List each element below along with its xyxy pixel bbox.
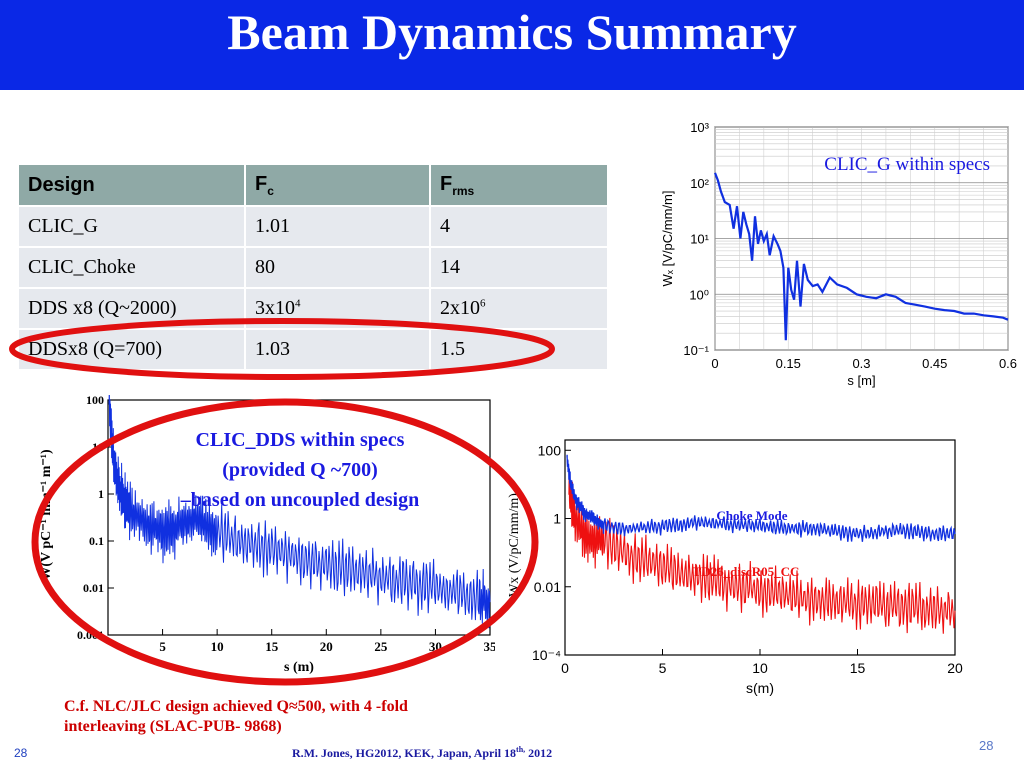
cell-frms: 4 (429, 205, 609, 248)
plot-frame (564, 439, 956, 656)
nlc-note: C.f. NLC/JLC design achieved Q≈500, with… (64, 697, 408, 737)
x-tick-label: 0.3 (852, 356, 870, 371)
y-axis-label: W(V pC⁻¹ mm⁻¹ m⁻¹) (39, 449, 54, 581)
footer-page-left: 28 (14, 746, 28, 760)
highlight-ellipse-table (9, 318, 555, 380)
x-tick-label: 25 (374, 639, 388, 654)
x-tick-label: 0.45 (922, 356, 947, 371)
table-row: CLIC_Choke 80 14 (17, 246, 609, 289)
cell-fc: 1.03 (244, 328, 431, 371)
y-tick-label: 10⁻⁴ (532, 647, 561, 663)
cell-design: CLIC_Choke (17, 246, 246, 289)
x-tick-label: 0.15 (776, 356, 801, 371)
cell-frms: 14 (429, 246, 609, 289)
x-tick-label: 10 (211, 639, 224, 654)
table-header-row: Design Fc Frms (17, 163, 609, 207)
dds-annotation-line1: CLIC_DDS within specs (195, 429, 405, 451)
x-tick-label: 0 (561, 660, 569, 676)
y-tick-label: 1 (553, 511, 561, 527)
x-tick-label: 5 (659, 660, 667, 676)
y-tick-label: 10¹ (690, 232, 709, 247)
y-tick-label: 10⁰ (689, 287, 709, 302)
dds-annotation-line2: (provided Q ~700) (222, 459, 378, 481)
wake-series-line (713, 172, 1009, 341)
clic-g-wakefield-chart: 10⁻¹ 10⁰ 10¹ 10² 10³ 0 0.15 0.3 0.45 0.6 s [m] Wₓ [… (660, 120, 1017, 388)
x-tick-label: 20 (320, 639, 333, 654)
y-axis-label: Wₓ [V/pC/mm/m] (660, 191, 675, 287)
wake-series-line (108, 395, 491, 629)
x-tick-label: 5 (159, 639, 166, 654)
y-tick-label: 10³ (690, 120, 709, 135)
series-label-choke: Choke Mode (716, 508, 787, 523)
dds-annotation: CLIC_DDS within specs (provided Q ~700) … (140, 425, 460, 515)
dds-annotation-line3: –based on uncoupled design (180, 489, 420, 511)
cell-fc: 1.01 (244, 205, 431, 248)
choke-wakefield-chart: 10⁻⁴ 0.01 1 100 0 5 10 15 20 s(m) Wx (V/pC/mm/m) Ch… (507, 439, 963, 696)
header-frms: Frms (429, 163, 609, 207)
y-tick-label: 10⁻¹ (683, 343, 709, 358)
x-tick-label: 15 (265, 639, 279, 654)
x-axis-label: s [m] (847, 373, 875, 388)
design-table: Design Fc Frms CLIC_G 1.01 4 CLIC_Choke … (17, 163, 609, 371)
series-label-td26: TD26_discR05_CC (693, 564, 800, 579)
table-row: CLIC_G 1.01 4 (17, 205, 609, 248)
x-tick-label: 0 (711, 356, 718, 371)
choke-series-line (566, 454, 956, 542)
nlc-note-line1: C.f. NLC/JLC design achieved Q≈500, with… (64, 698, 408, 715)
td26-series-line (568, 469, 956, 634)
x-tick-label: 20 (947, 660, 963, 676)
footer-citation: R.M. Jones, HG2012, KEK, Japan, April 18… (292, 745, 553, 760)
y-axis-label: Wx (V/pC/mm/m) (507, 493, 522, 597)
x-tick-label: 10 (752, 660, 768, 676)
y-tick-label: 0.01 (83, 581, 104, 595)
nlc-note-line2: interleaving (SLAC-PUB- 9868) (64, 718, 282, 735)
y-tick-label: 10² (690, 176, 709, 191)
cell-design: CLIC_G (17, 205, 246, 248)
y-tick-label: 100 (86, 395, 104, 407)
y-tick-label: 0.01 (534, 579, 561, 595)
x-tick-label: 0.6 (999, 356, 1017, 371)
chart-annotation: CLIC_G within specs (824, 154, 990, 175)
x-tick-label: 15 (850, 660, 866, 676)
title-bar: Beam Dynamics Summary (0, 0, 1024, 90)
header-fc: Fc (244, 163, 431, 207)
highlight-ellipse-dds (31, 398, 539, 686)
y-tick-label: 0.1 (89, 534, 104, 548)
footer-page-right: 28 (979, 738, 994, 753)
slide-title: Beam Dynamics Summary (227, 4, 797, 60)
y-tick-label: 100 (538, 442, 562, 458)
x-axis-label: s (m) (284, 660, 314, 675)
x-tick-label: 35 (484, 639, 496, 654)
cell-fc: 80 (244, 246, 431, 289)
y-tick-label: 1 (98, 487, 104, 501)
header-design: Design (17, 163, 246, 207)
x-axis-label: s(m) (746, 680, 774, 696)
cell-frms: 2x106 (429, 287, 609, 330)
